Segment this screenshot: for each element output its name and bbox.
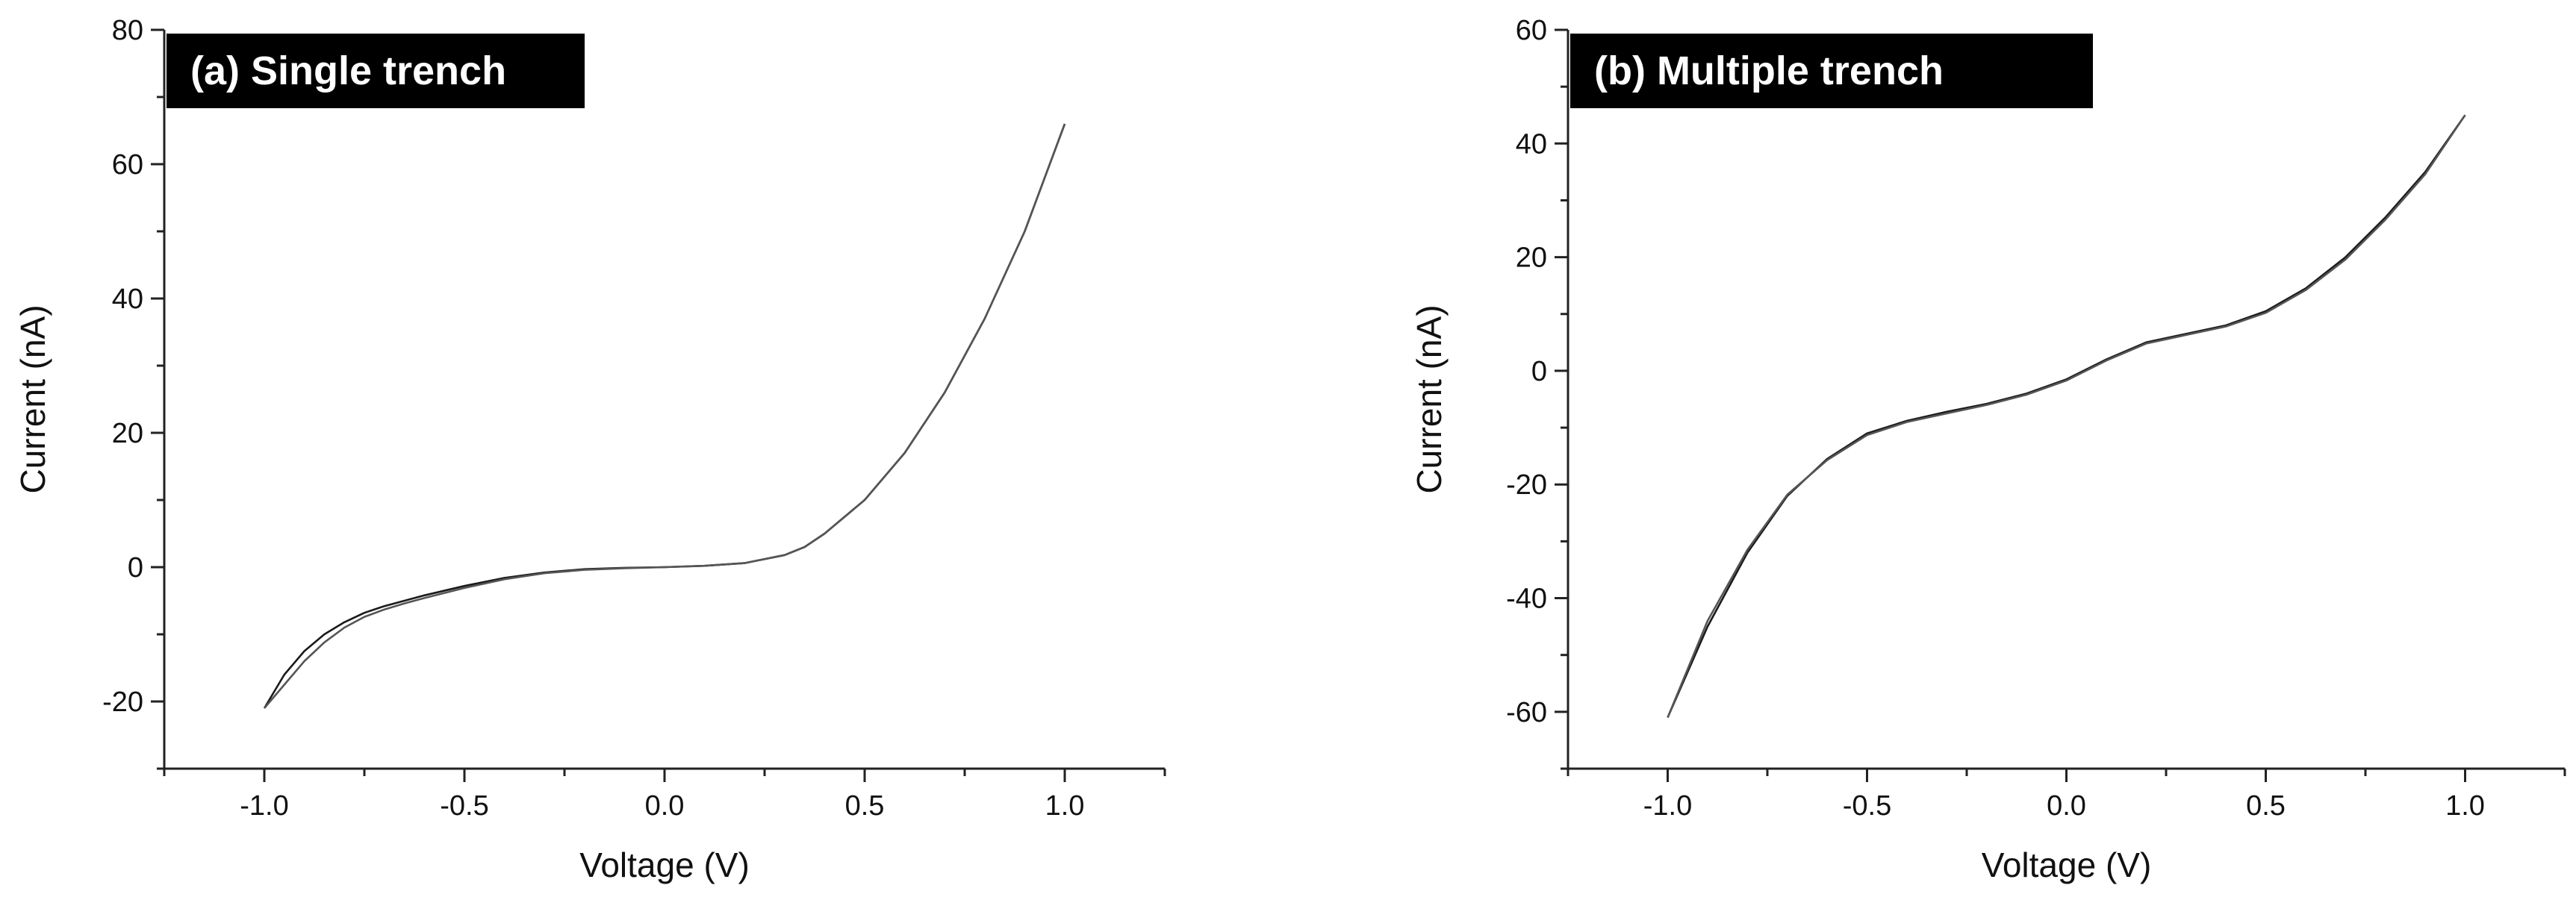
y-tick-label: 60	[112, 149, 143, 181]
chart-title: (b) Multiple trench	[1594, 49, 1944, 93]
y-tick-label: 0	[1531, 356, 1547, 387]
x-axis-title: Voltage (V)	[1982, 846, 2152, 884]
x-tick-label: -0.5	[1843, 790, 1891, 822]
y-tick-label: 80	[112, 15, 143, 46]
x-tick-label: -1.0	[1643, 790, 1692, 822]
y-tick-label: 40	[112, 284, 143, 315]
x-tick-label: -1.0	[240, 790, 288, 822]
y-tick-label: -60	[1506, 697, 1547, 728]
chart-title: (a) Single trench	[190, 49, 506, 93]
title-badge	[167, 34, 585, 108]
x-tick-label: 0.0	[2047, 790, 2086, 822]
x-tick-label: 1.0	[1045, 790, 1085, 822]
x-tick-label: 0.0	[645, 790, 685, 822]
y-axis-title: Current (nA)	[13, 304, 52, 493]
y-tick-label: -20	[1506, 469, 1547, 501]
series-line-1	[1667, 114, 2466, 719]
y-axis-title: Current (nA)	[1410, 304, 1449, 493]
y-tick-label: 20	[1516, 243, 1547, 274]
x-tick-label: 0.5	[845, 790, 885, 822]
y-tick-label: 40	[1516, 128, 1547, 160]
chart-panel-b: -60 -40 -20 0 20 40 60 -1.0 -0.5 0.0 0.5 1.0 Voltage…	[1410, 15, 2566, 884]
y-tick-label: -40	[1506, 584, 1547, 615]
title-badge	[1570, 34, 2093, 108]
series-line-2	[1667, 114, 2466, 718]
x-tick-label: 1.0	[2445, 790, 2485, 822]
series-line-2	[264, 123, 1066, 709]
x-tick-label: 0.5	[2246, 790, 2286, 822]
y-tick-label: 60	[1516, 15, 1547, 46]
x-axis-title: Voltage (V)	[579, 846, 750, 884]
x-tick-label: -0.5	[440, 790, 488, 822]
y-tick-label: 20	[112, 418, 143, 449]
y-tick-label: 0	[128, 552, 143, 584]
chart-panel-a: -20 0 20 40 60 80 -1.0 -0.5 0.0 0.5 1.0 Voltage (V)…	[13, 15, 1166, 884]
y-tick-label: -20	[102, 687, 143, 718]
series-line-1	[263, 123, 1066, 709]
